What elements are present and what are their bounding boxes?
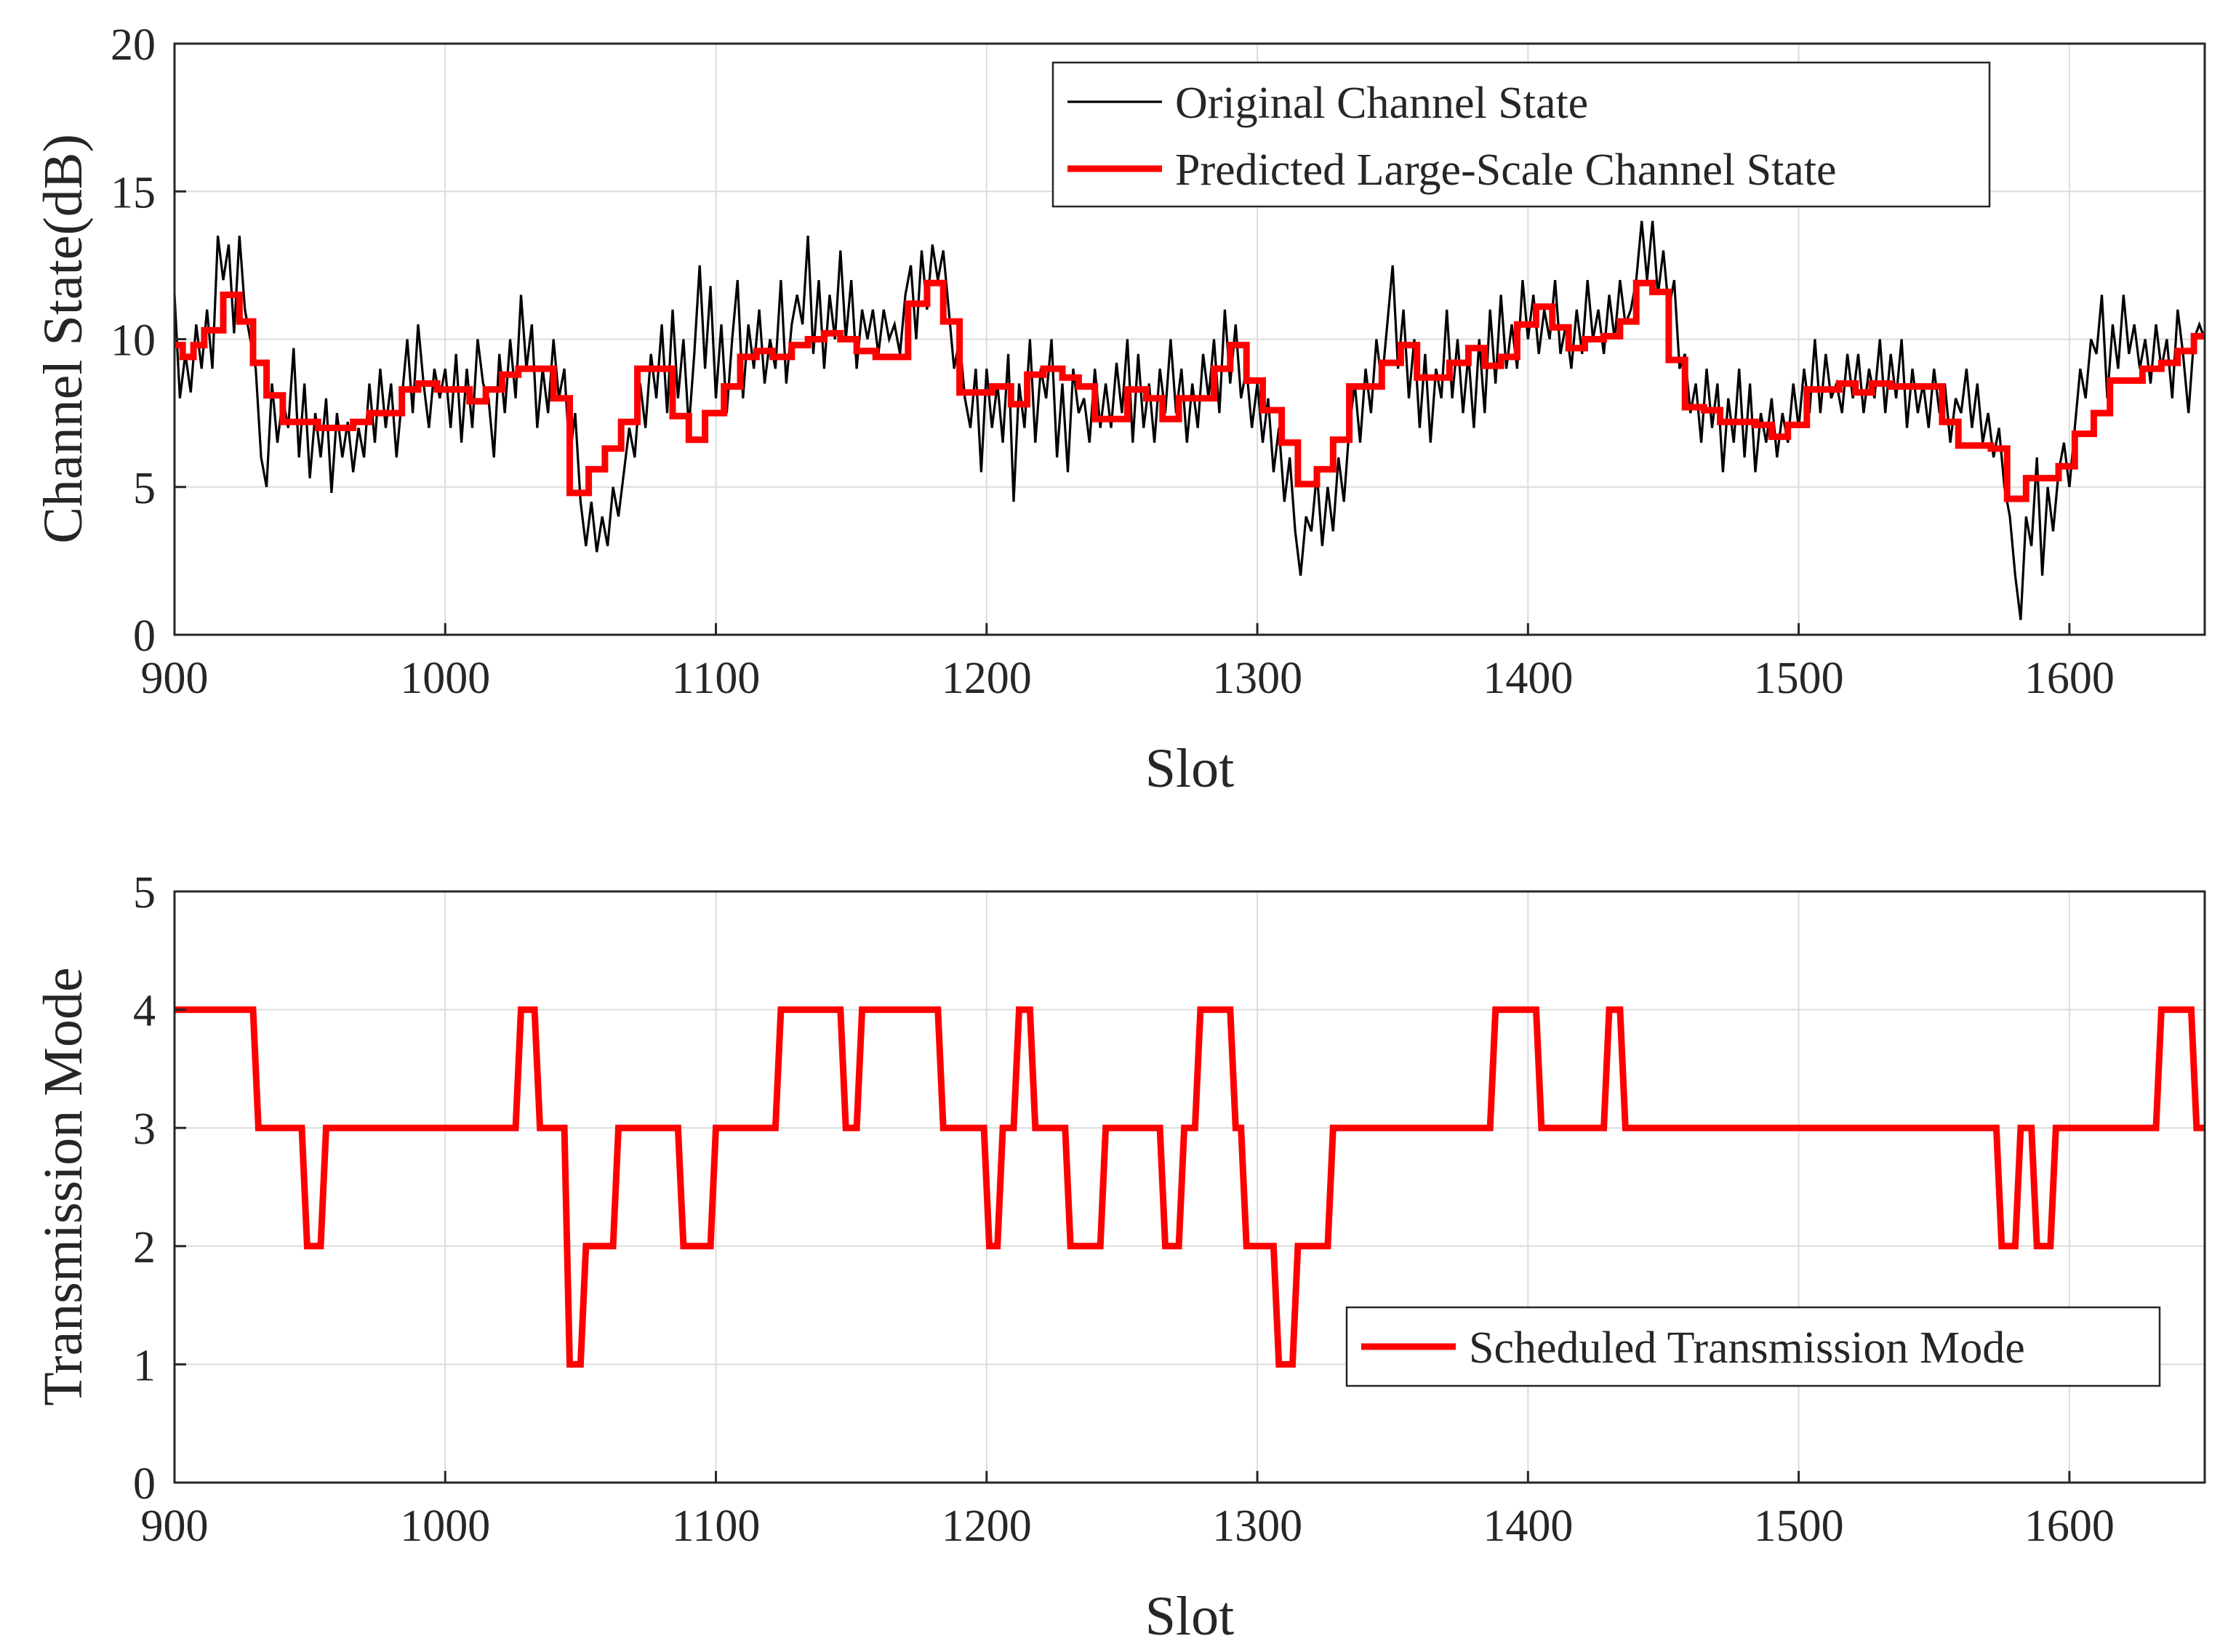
y-tick-label: 5 bbox=[133, 868, 156, 918]
x-tick-label: 1500 bbox=[1754, 1501, 1844, 1551]
legend-label-scheduled: Scheduled Transmission Mode bbox=[1469, 1323, 2025, 1373]
x-tick-label: 1500 bbox=[1754, 654, 1844, 703]
legend-box bbox=[1345, 1306, 2161, 1387]
x-tick-label: 1100 bbox=[672, 1501, 761, 1551]
x-tick-label: 1000 bbox=[400, 654, 490, 703]
series-line-scheduled bbox=[175, 1006, 2205, 1368]
y-tick-label: 15 bbox=[111, 168, 156, 217]
y-tick-label: 3 bbox=[133, 1104, 156, 1154]
legend-label-original: Original Channel State bbox=[1175, 79, 1588, 128]
x-axis-label: Slot bbox=[1145, 1586, 1235, 1647]
x-tick-label: 1400 bbox=[1483, 1501, 1573, 1551]
x-tick-label: 1200 bbox=[942, 654, 1032, 703]
x-axis-label: Slot bbox=[1145, 738, 1235, 799]
legend: Scheduled Transmission Mode bbox=[1345, 1306, 2161, 1387]
x-tick-label: 1300 bbox=[1212, 654, 1302, 703]
y-tick-label: 0 bbox=[133, 612, 156, 661]
x-tick-label: 900 bbox=[141, 654, 209, 703]
series-line-predicted bbox=[175, 279, 2205, 502]
plot-area bbox=[175, 891, 2205, 1483]
y-tick-label: 20 bbox=[111, 20, 156, 70]
tick-labels: 900 1000 1100 1200 1300 1400 1500 1600 0 1 2 3 4 5 bbox=[133, 868, 2115, 1551]
x-tick-label: 1200 bbox=[942, 1501, 1032, 1551]
x-tick-label: 1000 bbox=[400, 1501, 490, 1551]
x-tick-label: 1600 bbox=[2024, 1501, 2115, 1551]
y-tick-label: 2 bbox=[133, 1223, 156, 1272]
series-group bbox=[173, 220, 2206, 620]
x-tick-label: 1100 bbox=[672, 654, 761, 703]
legend: Original Channel State Predicted Large-S… bbox=[1051, 61, 1991, 208]
series-group bbox=[175, 1006, 2205, 1368]
tick-labels: 900 1000 1100 1200 1300 1400 1500 1600 0 5 10 15 20 bbox=[111, 20, 2115, 703]
x-tick-label: 1300 bbox=[1212, 1501, 1302, 1551]
y-tick-label: 10 bbox=[111, 316, 156, 366]
y-axis-label: Channel State(dB) bbox=[33, 134, 94, 544]
y-tick-label: 0 bbox=[133, 1459, 156, 1509]
y-tick-label: 5 bbox=[133, 464, 156, 513]
x-tick-label: 900 bbox=[141, 1501, 209, 1551]
x-tick-label: 1400 bbox=[1483, 654, 1573, 703]
legend-box bbox=[1051, 61, 1991, 208]
channel-state-chart: 900 1000 1100 1200 1300 1400 1500 160005101520 … bbox=[33, 20, 2206, 799]
x-tick-label: 1600 bbox=[2024, 654, 2115, 703]
y-tick-label: 1 bbox=[133, 1341, 156, 1390]
axes-frame bbox=[173, 890, 2206, 1484]
y-tick-label: 4 bbox=[133, 987, 156, 1036]
legend-label-predicted: Predicted Large-Scale Channel State bbox=[1175, 145, 1837, 195]
y-axis-label: Transmission Mode bbox=[33, 967, 94, 1406]
transmission-mode-chart: 900 1000 1100 1200 1300 1400 1500 1600 0 1 2 3 4 5 Sl… bbox=[33, 868, 2206, 1647]
